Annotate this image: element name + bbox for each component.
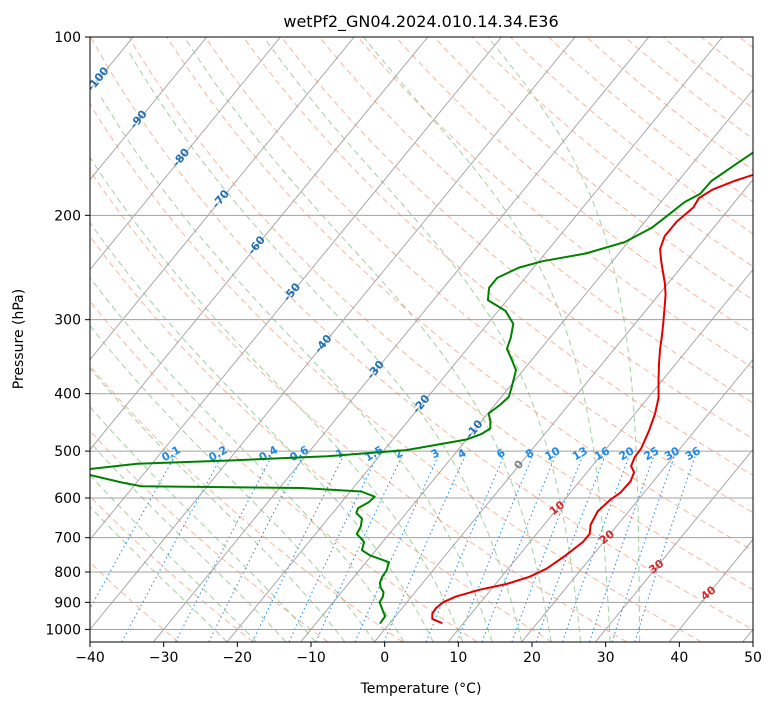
y-tick-label: 300 <box>54 313 81 329</box>
y-axis-label: Pressure (hPa) <box>11 289 27 389</box>
axes: −40 −30 −20 −10 0 10 20 30 40 50 1000 900 800 700 600 5… <box>45 30 762 666</box>
moist-adiabat-line <box>90 367 346 642</box>
moist-adiabat-line <box>90 474 257 642</box>
x-tick-label: 0 <box>380 650 389 666</box>
sounding-series <box>90 151 753 624</box>
mixing-ratio-line <box>288 455 378 642</box>
y-tick-label: 100 <box>54 30 81 46</box>
x-tick-label: 50 <box>744 650 762 666</box>
dry-adiabat-line <box>357 37 753 369</box>
dewpoint-line <box>90 151 753 624</box>
y-tick-label: 700 <box>54 531 81 547</box>
dry-adiabat-line <box>204 37 753 514</box>
x-tick-label: −20 <box>223 650 253 666</box>
isotherm-line <box>90 37 281 271</box>
dry-adiabat-line <box>471 37 753 268</box>
pressure-gridlines <box>90 37 753 630</box>
x-tick-label: 20 <box>523 650 541 666</box>
mixing-ratio-line <box>456 456 533 642</box>
mixing-ratio-line <box>425 456 505 642</box>
temperature-line <box>431 173 753 624</box>
mixing-ratio-line <box>589 456 655 642</box>
isotherm-line <box>595 448 753 642</box>
x-tick-label: 40 <box>670 650 688 666</box>
y-tick-label: 600 <box>54 491 81 507</box>
chart-title: wetPf2_GN04.2024.010.14.34.E36 <box>283 12 558 32</box>
isotherm-line <box>90 37 355 361</box>
isotherm-line <box>90 37 502 541</box>
y-tick-label: 200 <box>54 208 81 224</box>
isotherm-line <box>226 37 723 642</box>
y-tick-label: 900 <box>54 595 81 611</box>
dry-adiabats <box>90 37 753 642</box>
isotherm-line <box>90 37 208 181</box>
plot-frame <box>89 36 754 643</box>
isotherm-line <box>90 37 576 631</box>
y-tick-label: 1000 <box>45 622 81 638</box>
isotherm-line <box>668 538 753 642</box>
isotherm-line <box>153 37 650 642</box>
dry-adiabat-line <box>90 37 753 631</box>
isotherm-line <box>90 37 429 451</box>
moist-adiabat-line <box>90 406 316 642</box>
isotherm-line <box>521 358 753 642</box>
moist-adiabat-line <box>90 506 228 642</box>
dry-adiabat-line <box>90 169 627 642</box>
dry-adiabat-line <box>319 37 753 404</box>
isotherm-line <box>374 178 753 642</box>
moist-adiabat-line <box>263 37 582 642</box>
dry-adiabat-line <box>433 37 753 301</box>
mixing-ratio-line <box>252 455 344 642</box>
dry-adiabat-line <box>509 37 753 235</box>
dry-adiabat-line <box>90 300 478 642</box>
mixing-ratio-line <box>481 456 556 642</box>
isotherm-line <box>300 88 753 642</box>
mixing-ratio-line <box>634 456 696 642</box>
isotherms <box>90 37 753 642</box>
dry-adiabat-line <box>128 37 753 591</box>
dry-adiabat-line <box>548 37 753 203</box>
mixing-ratio-line <box>562 456 630 642</box>
plot-area: -100-90-80-70-60-50-40-30-20-1000.1 0.2 0.… <box>90 37 753 642</box>
isotherm-line <box>447 268 753 642</box>
dry-adiabat-line <box>90 495 254 642</box>
mixing-ratio-line <box>175 455 273 642</box>
mixing-ratio-line <box>208 455 304 642</box>
x-axis-label: Temperature (°C) <box>360 681 482 697</box>
x-tick-label: −30 <box>149 650 179 666</box>
mixing-ratio-line <box>611 456 675 642</box>
y-tick-label: 500 <box>54 444 81 460</box>
x-tick-label: −10 <box>296 650 326 666</box>
moist-adiabat-line <box>183 37 552 642</box>
x-tick-label: 10 <box>449 650 467 666</box>
moist-adiabat-line <box>487 37 641 642</box>
x-tick-label: 30 <box>597 650 615 666</box>
mixing-ratio-line <box>511 456 584 642</box>
x-tick-label: −40 <box>75 650 105 666</box>
dry-adiabat-line <box>166 37 753 552</box>
y-tick-label: 800 <box>54 565 81 581</box>
dry-adiabat-line <box>90 235 553 642</box>
dry-adiabat-line <box>90 103 702 642</box>
dry-adiabat-line <box>90 430 329 642</box>
moist-adiabat-line <box>127 49 523 642</box>
moist-adiabat-line <box>363 37 611 642</box>
y-tick-label: 400 <box>54 387 81 403</box>
